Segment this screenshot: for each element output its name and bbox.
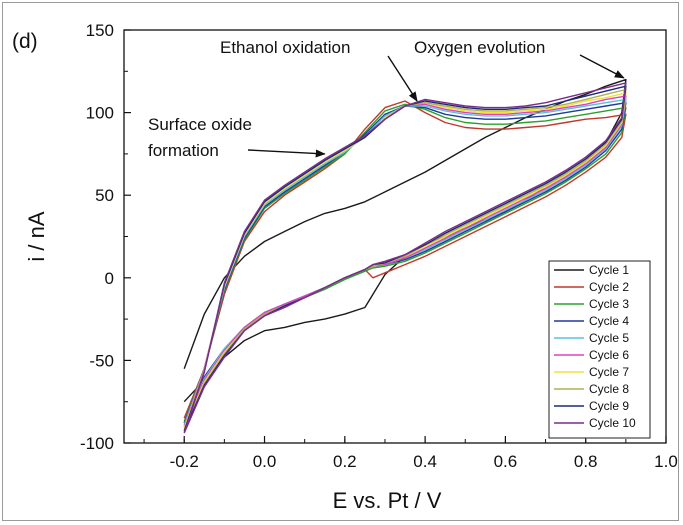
legend-label-cycle-4: Cycle 4 <box>589 314 629 328</box>
annotation-surface-oxide-line2: formation <box>148 141 219 160</box>
legend-label-cycle-3: Cycle 3 <box>589 297 629 311</box>
arrow-ethanol-oxidation <box>387 55 418 102</box>
panel-label: (d) <box>12 30 38 53</box>
annotation-surface-oxide-line1: Surface oxide <box>148 115 252 134</box>
legend-label-cycle-8: Cycle 8 <box>589 382 629 396</box>
legend-label-cycle-9: Cycle 9 <box>589 399 629 413</box>
legend: Cycle 1 Cycle 2 Cycle 3 Cycle 4 Cycle 5 Cycle… <box>548 260 651 439</box>
legend-label-cycle-2: Cycle 2 <box>589 280 629 294</box>
curve-group <box>183 78 627 434</box>
x-axis-title: E vs. Pt / V <box>333 488 442 513</box>
y-tick-label: 150 <box>86 21 114 40</box>
x-tick-label: 0.8 <box>574 452 598 471</box>
series-line-cycle-3 <box>183 103 627 422</box>
y-tick-label: -50 <box>89 351 114 370</box>
legend-label-cycle-5: Cycle 5 <box>589 331 629 345</box>
y-tick-label: 0 <box>105 269 114 288</box>
x-tick-label: 0.4 <box>413 452 437 471</box>
arrow-oxygen-evolution <box>579 54 625 79</box>
y-tick-label: 50 <box>95 186 114 205</box>
legend-label-cycle-10: Cycle 10 <box>589 416 636 430</box>
legend-box <box>548 260 651 439</box>
y-tick-label: -100 <box>80 434 114 453</box>
annotation-arrows <box>247 54 625 158</box>
series-line-cycle-10 <box>183 82 627 434</box>
legend-label-cycle-7: Cycle 7 <box>589 365 629 379</box>
x-tick-label: 0.2 <box>333 452 357 471</box>
axes-group: -0.2 0.0 0.2 0.4 0.6 0.8 1.0 -100 -50 0 50 100 150 <box>80 21 678 471</box>
x-tick-label: 0.0 <box>253 452 277 471</box>
arrow-surface-oxide <box>247 149 326 158</box>
legend-label-cycle-6: Cycle 6 <box>589 348 629 362</box>
y-tick-label: 100 <box>86 104 114 123</box>
x-tick-label: -0.2 <box>170 452 199 471</box>
x-tick-label: 0.6 <box>494 452 518 471</box>
y-axis-title: i / nA <box>24 211 49 261</box>
figure-frame <box>2 2 679 521</box>
x-tick-label: 1.0 <box>654 452 678 471</box>
legend-label-cycle-1: Cycle 1 <box>589 263 629 277</box>
annotation-oxygen-evolution: Oxygen evolution <box>414 38 545 57</box>
annotation-ethanol-oxidation: Ethanol oxidation <box>220 38 350 57</box>
